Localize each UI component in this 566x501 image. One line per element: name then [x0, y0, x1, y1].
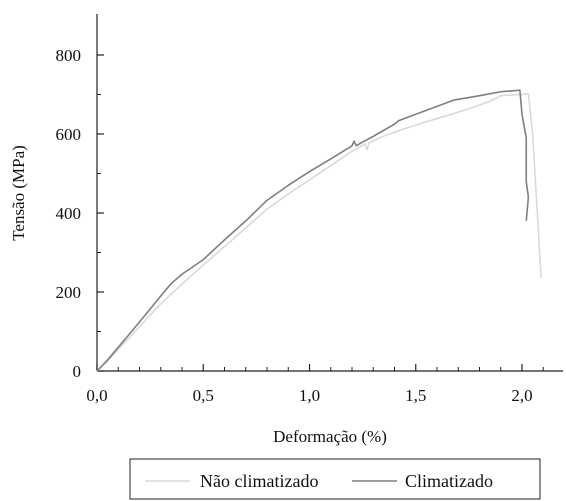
- y-axis-title: Tensão (MPa): [9, 145, 28, 241]
- y-tick-label: 800: [56, 46, 82, 65]
- legend-label: Climatizado: [405, 471, 493, 491]
- legend: Não climatizado Climatizado: [129, 458, 541, 500]
- x-tick-label: 0,5: [193, 386, 214, 405]
- legend-label: Não climatizado: [200, 471, 318, 491]
- y-tick-label: 600: [56, 125, 82, 144]
- x-tick-label: 1,0: [299, 386, 320, 405]
- axes: 0 200 400 600 800 0,0 0,5 1,0 1,5 2,0: [56, 14, 563, 405]
- series-layer: [96, 89, 542, 372]
- x-tick-label: 0,0: [86, 386, 107, 405]
- x-tick-label: 2,0: [511, 386, 532, 405]
- y-axis-ticks: 0 200 400 600 800: [56, 46, 104, 381]
- x-tick-label: 1,5: [405, 386, 426, 405]
- series-line-climatizado: [96, 89, 530, 372]
- x-axis-ticks: 0,0 0,5 1,0 1,5 2,0: [86, 364, 544, 405]
- x-axis-title: Deformação (%): [273, 427, 387, 446]
- y-tick-label: 0: [73, 362, 82, 381]
- y-tick-label: 400: [56, 204, 82, 223]
- legend-box: [129, 458, 541, 500]
- legend-items: Não climatizado Climatizado: [145, 471, 493, 491]
- series-line-nao-climatizado: [96, 92, 542, 372]
- y-tick-label: 200: [56, 283, 82, 302]
